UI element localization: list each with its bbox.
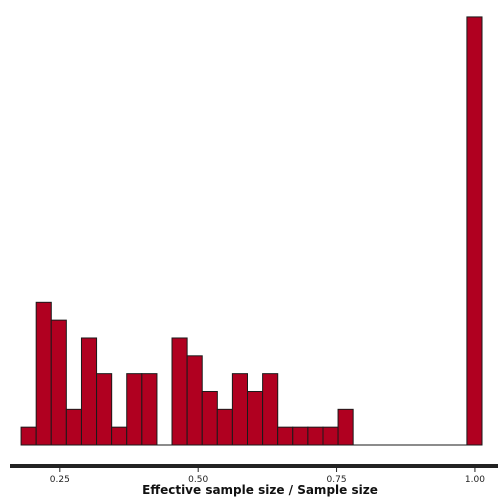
histogram-bar <box>65 408 82 446</box>
histogram-bar <box>277 426 294 446</box>
bars-group <box>20 16 483 446</box>
x-tick-label: 0.75 <box>327 475 347 485</box>
histogram-bar <box>186 355 203 446</box>
x-tick-label: 0.50 <box>188 475 208 485</box>
histogram-bar <box>216 408 233 446</box>
x-tick-label: 0.25 <box>50 475 70 485</box>
histogram-bar <box>20 426 37 446</box>
histogram-bar <box>466 16 483 446</box>
histogram-bar <box>35 301 52 446</box>
histogram-bar <box>111 426 128 446</box>
histogram-bar <box>50 319 67 446</box>
histogram-bar <box>292 426 309 446</box>
histogram-bar <box>126 373 143 446</box>
histogram-bar <box>247 390 264 446</box>
histogram-bar <box>307 426 324 446</box>
histogram-bar <box>96 373 113 446</box>
histogram-bar <box>80 337 98 446</box>
histogram-bar <box>141 373 158 446</box>
x-tick-label: 1.00 <box>465 475 485 485</box>
histogram-bar <box>322 426 339 446</box>
histogram-bar <box>262 373 279 446</box>
histogram-bar <box>201 390 218 446</box>
histogram-bar <box>231 373 248 446</box>
histogram-bar <box>171 337 188 446</box>
histogram-bar <box>337 408 354 446</box>
x-axis-ticks: 0.25 0.50 0.75 1.00 <box>50 468 485 485</box>
x-axis-title: Effective sample size / Sample size <box>142 483 378 497</box>
